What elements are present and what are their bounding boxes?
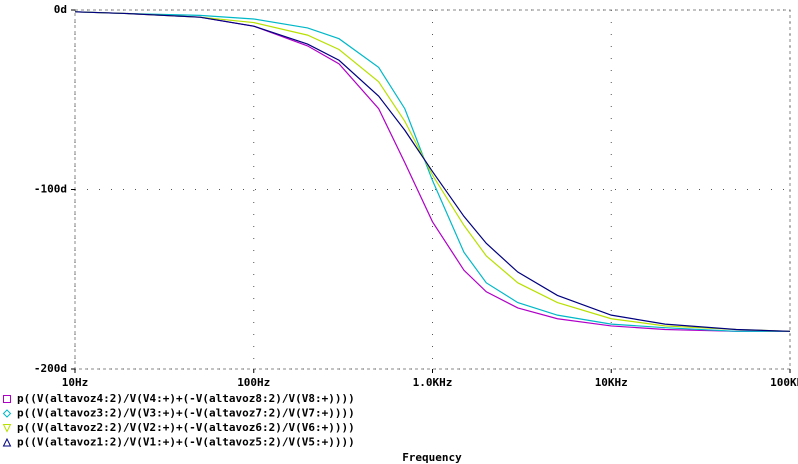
legend-marker xyxy=(2,409,12,418)
legend-label: p((V(altavoz3:2)/V(V3:+)+(-V(altavoz7:2)… xyxy=(17,407,355,420)
y-tick-label: -200d xyxy=(34,362,67,375)
x-tick-label: 100Hz xyxy=(237,376,270,389)
y-tick-label: 0d xyxy=(54,3,67,16)
legend-label: p((V(altavoz1:2)/V(V1:+)+(-V(altavoz5:2)… xyxy=(17,436,355,449)
legend-marker xyxy=(2,437,12,447)
legend-label: p((V(altavoz2:2)/V(V2:+)+(-V(altavoz6:2)… xyxy=(17,421,355,434)
series-line xyxy=(74,11,790,332)
x-tick-label: 100KHz xyxy=(770,376,798,389)
series-line xyxy=(74,11,791,332)
x-axis-label: Frequency xyxy=(402,451,462,464)
x-tick-label: 10KHz xyxy=(595,376,628,389)
x-tick-label: 1.0KHz xyxy=(413,376,453,389)
x-tick-label: 10Hz xyxy=(62,376,89,389)
y-tick-label: -100d xyxy=(34,183,67,196)
plot-frame xyxy=(74,9,791,370)
legend-marker xyxy=(2,424,12,433)
legend-label: p((V(altavoz4:2)/V(V4:+)+(-V(altavoz8:2)… xyxy=(17,392,355,405)
series-line xyxy=(74,11,791,332)
legend-marker xyxy=(3,395,11,403)
